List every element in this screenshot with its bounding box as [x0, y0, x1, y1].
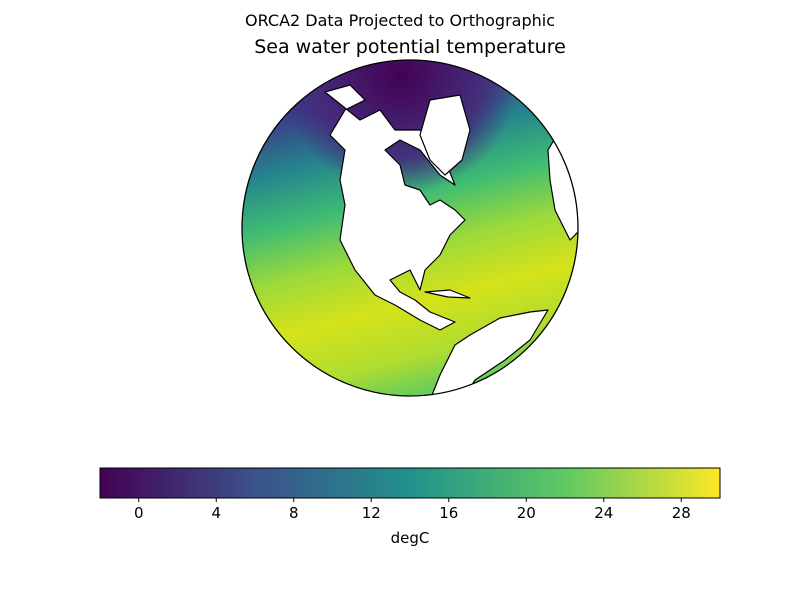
colorbar-tick-label: 24	[594, 504, 613, 522]
land-greenland	[419, 94, 471, 176]
colorbar-tick-label: 28	[672, 504, 691, 522]
colorbar-tick-label: 12	[362, 504, 381, 522]
colorbar-tick-label: 20	[517, 504, 536, 522]
colorbar: 0 4 8 12 16 20 24 28 degC	[99, 467, 721, 547]
title: Sea water potential temperature	[254, 36, 566, 58]
globe	[242, 60, 578, 396]
colorbar-label: degC	[391, 529, 430, 547]
land-cuba	[424, 289, 471, 299]
colorbar-tick-label: 16	[439, 504, 458, 522]
suptitle: ORCA2 Data Projected to Orthographic	[245, 11, 555, 30]
colorbar-tick-label: 8	[289, 504, 299, 522]
globe-outline	[241, 59, 579, 397]
colorbar-tick-label: 0	[134, 504, 144, 522]
colorbar-tick-label: 4	[211, 504, 221, 522]
colorbar-fill	[99, 467, 721, 499]
land-south-america	[429, 309, 549, 396]
